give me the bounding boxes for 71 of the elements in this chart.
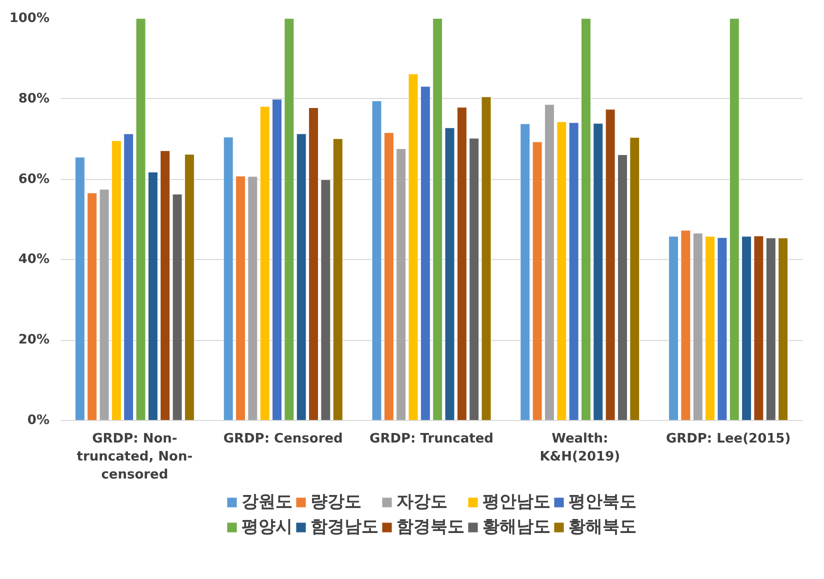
bar <box>308 107 319 420</box>
bar <box>742 236 752 420</box>
bar <box>717 237 728 420</box>
bar <box>729 18 740 420</box>
bar <box>754 236 764 420</box>
y-tick-label: 20% <box>18 332 50 348</box>
bar <box>74 156 85 420</box>
bar <box>432 18 443 420</box>
bar <box>124 134 134 420</box>
legend-label: 량강도 <box>310 491 362 513</box>
bar <box>556 122 567 420</box>
bar <box>248 176 258 420</box>
y-tick-label: 60% <box>18 172 50 187</box>
x-tick-label: GRDP: Lee(2015) <box>666 432 791 446</box>
bar <box>332 138 343 420</box>
bar <box>605 109 616 420</box>
x-tick-label: GRDP: Censored <box>223 432 343 446</box>
legend-label: 황해남도 <box>482 516 550 538</box>
bar <box>705 236 716 420</box>
bar <box>520 124 530 420</box>
bar <box>680 230 691 420</box>
bar <box>617 154 628 420</box>
bar <box>320 179 331 420</box>
bar <box>136 18 146 420</box>
bar <box>148 172 158 420</box>
bar <box>544 104 554 420</box>
y-tick-label: 0% <box>27 413 50 428</box>
x-tick-label: GRDP: Truncated <box>370 432 494 446</box>
y-tick-label: 40% <box>18 252 50 268</box>
bar <box>284 18 294 420</box>
legend-label: 함경북도 <box>396 516 464 538</box>
legend-label: 평안북도 <box>568 491 636 513</box>
legend-label: 평양시 <box>242 516 292 538</box>
legend-label: 함경남도 <box>310 516 378 538</box>
legend-label: 황해북도 <box>568 516 636 538</box>
bar <box>630 137 640 420</box>
bar <box>692 232 703 420</box>
bar <box>456 107 467 420</box>
bar <box>568 122 579 420</box>
legend-label: 평안남도 <box>482 491 550 513</box>
bar <box>532 142 542 420</box>
bar <box>223 136 234 420</box>
bar <box>272 99 282 420</box>
bar <box>99 189 110 420</box>
bar <box>668 236 679 420</box>
bar <box>111 140 122 420</box>
bar <box>296 134 306 420</box>
bar <box>396 148 406 420</box>
y-tick-label: 80% <box>18 91 50 106</box>
y-tick-label: 100% <box>9 11 50 26</box>
bar <box>469 138 480 420</box>
bar <box>444 128 455 420</box>
legend-label: 자강도 <box>396 491 448 513</box>
x-tick-label: Wealth: K&H(2019) <box>540 432 620 464</box>
bar <box>593 123 604 420</box>
legend-label: 강원도 <box>242 491 292 513</box>
bar <box>87 192 98 420</box>
bar <box>172 194 182 420</box>
bar <box>766 238 776 420</box>
bar <box>184 154 194 420</box>
bar <box>160 150 170 420</box>
x-tick-label: GRDP: Non-truncated, Non-censored <box>76 432 193 482</box>
bar <box>372 100 382 420</box>
bar <box>481 96 492 420</box>
bar <box>384 132 394 420</box>
bar <box>236 176 246 420</box>
bar <box>778 238 788 420</box>
bar <box>580 18 591 420</box>
bar <box>420 86 430 420</box>
bar <box>408 74 418 420</box>
bar <box>260 106 270 420</box>
